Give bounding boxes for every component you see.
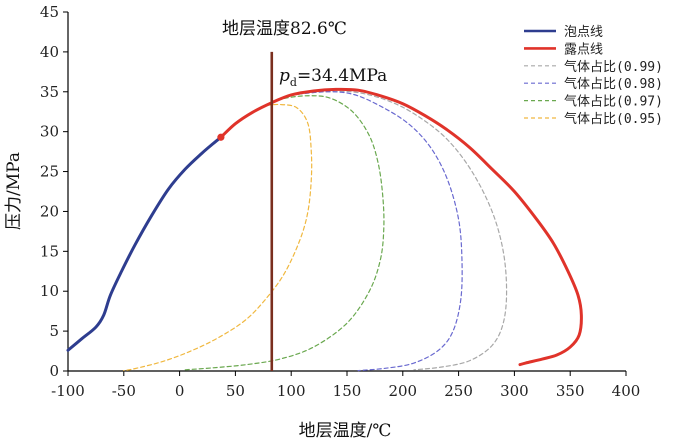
critical-point-marker bbox=[217, 133, 225, 141]
legend-label: 泡点线 bbox=[564, 25, 603, 40]
x-tick-label: 200 bbox=[388, 382, 417, 400]
series-layer bbox=[66, 51, 583, 372]
pd-symbol: p bbox=[279, 66, 290, 86]
legend-label: 气体占比(0.99) bbox=[564, 59, 663, 75]
legend-label: 气体占比(0.98) bbox=[564, 76, 663, 92]
series-line-0 bbox=[66, 135, 223, 352]
pd-subscript: d bbox=[290, 76, 297, 89]
x-tick-label: 350 bbox=[556, 382, 585, 400]
y-tick-label: 10 bbox=[40, 282, 59, 300]
y-tick-label: 45 bbox=[40, 3, 59, 21]
y-tick-label: 25 bbox=[40, 163, 59, 181]
x-tick-label: 400 bbox=[612, 382, 641, 400]
x-tick-label: 50 bbox=[226, 382, 245, 400]
x-axis-title: 地层温度/℃ bbox=[299, 421, 392, 441]
x-tick-label: -100 bbox=[51, 382, 85, 400]
y-tick-label: 15 bbox=[40, 242, 59, 260]
series-line-3 bbox=[290, 91, 463, 372]
y-tick-label: 20 bbox=[40, 202, 59, 220]
y-tick-label: 30 bbox=[40, 123, 59, 141]
legend-label: 气体占比(0.95) bbox=[564, 111, 663, 127]
x-tick-label: 100 bbox=[277, 382, 306, 400]
x-tick-label: 150 bbox=[333, 382, 362, 400]
pd-annotation: pd=34.4MPa bbox=[279, 66, 387, 89]
y-axis-title: 压力/MPa bbox=[4, 152, 24, 230]
y-tick-label: 5 bbox=[49, 322, 59, 340]
pd-value: =34.4MPa bbox=[297, 66, 387, 86]
series-line-4 bbox=[184, 95, 385, 371]
x-tick-label: 250 bbox=[444, 382, 473, 400]
y-tick-labels: 0 5 10 15 20 25 30 35 40 45 bbox=[40, 3, 68, 380]
legend-label: 露点线 bbox=[564, 42, 603, 57]
y-tick-label: 0 bbox=[49, 362, 59, 380]
x-tick-labels: -100 -50 0 50 100 150 200 250 300 350 400 bbox=[51, 371, 640, 400]
series-line-1 bbox=[219, 87, 583, 367]
x-tick-label: -50 bbox=[112, 382, 136, 400]
x-tick-label: 300 bbox=[500, 382, 529, 400]
x-tick-label: 0 bbox=[175, 382, 185, 400]
legend-label: 气体占比(0.97) bbox=[564, 94, 663, 110]
series-line-2 bbox=[290, 90, 508, 371]
y-tick-label: 40 bbox=[40, 43, 59, 61]
y-tick-label: 35 bbox=[40, 83, 59, 101]
chart-title: 地层温度82.6℃ bbox=[222, 19, 347, 39]
series-line-5 bbox=[123, 103, 313, 372]
